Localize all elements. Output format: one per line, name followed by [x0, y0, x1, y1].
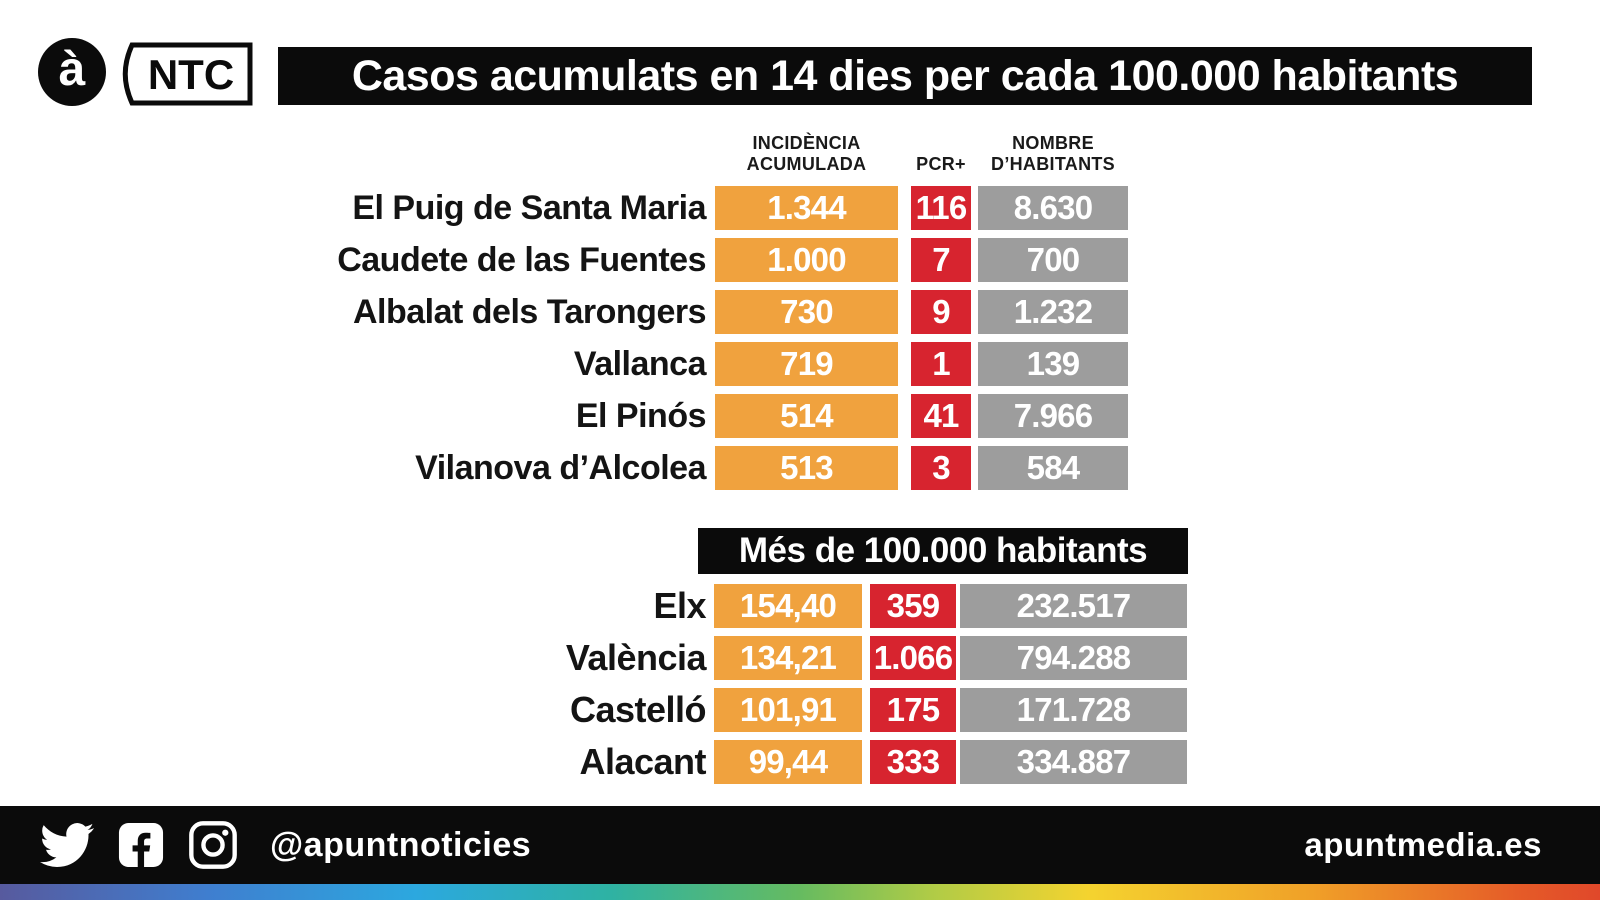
incidencia-cell: 514 — [715, 394, 898, 438]
footer-bar: @apuntnoticies apuntmedia.es — [0, 806, 1600, 884]
footer-social-block: @apuntnoticies — [40, 806, 531, 884]
incidencia-cell: 513 — [715, 446, 898, 490]
pcr-cell: 359 — [870, 584, 956, 628]
pcr-cell: 41 — [911, 394, 971, 438]
page-title: Casos acumulats en 14 dies per cada 100.… — [351, 51, 1459, 100]
pcr-cell: 9 — [911, 290, 971, 334]
website-label: apuntmedia.es — [1304, 826, 1542, 863]
habitants-cell: 584 — [978, 446, 1128, 490]
municipality-label: El Puig de Santa Maria — [352, 188, 706, 227]
pcr-cell: 7 — [911, 238, 971, 282]
pcr-cell: 1 — [911, 342, 971, 386]
habitants-cell: 232.517 — [960, 584, 1187, 628]
twitter-icon — [40, 823, 94, 867]
city-label: València — [565, 637, 707, 678]
ntc-logo-text: NTC — [148, 51, 234, 98]
table-row: El Puig de Santa Maria 1.344 116 8.630 — [0, 186, 1600, 230]
column-header-habitants: NOMBRE D’HABITANTS — [991, 133, 1115, 174]
pcr-cell: 1.066 — [870, 636, 956, 680]
pcr-cell: 333 — [870, 740, 956, 784]
city-label: Alacant — [579, 741, 706, 782]
pcr-cell: 116 — [911, 186, 971, 230]
table-row: Alacant 99,44 333 334.887 — [0, 740, 1600, 784]
pcr-cell: 3 — [911, 446, 971, 490]
table-row: Albalat dels Tarongers 730 9 1.232 — [0, 290, 1600, 334]
table-row: El Pinós 514 41 7.966 — [0, 394, 1600, 438]
table-row: Vilanova d’Alcolea 513 3 584 — [0, 446, 1600, 490]
column-header-incidencia: INCIDÈNCIA ACUMULADA — [746, 133, 867, 174]
column-header-pcr: PCR+ — [916, 154, 966, 174]
table-row: Castelló 101,91 175 171.728 — [0, 688, 1600, 732]
pcr-cell: 175 — [870, 688, 956, 732]
table-row: Caudete de las Fuentes 1.000 7 700 — [0, 238, 1600, 282]
habitants-cell: 7.966 — [978, 394, 1128, 438]
incidencia-cell: 101,91 — [714, 688, 862, 732]
incidencia-cell: 1.344 — [715, 186, 898, 230]
ntc-logo-box: NTC — [122, 42, 253, 106]
habitants-cell: 8.630 — [978, 186, 1128, 230]
habitants-cell: 1.232 — [978, 290, 1128, 334]
social-handle: @apuntnoticies — [270, 825, 532, 864]
incidencia-cell: 154,40 — [714, 584, 862, 628]
incidencia-cell: 719 — [715, 342, 898, 386]
facebook-icon — [118, 822, 164, 868]
habitants-cell: 700 — [978, 238, 1128, 282]
municipality-label: El Pinós — [575, 396, 707, 435]
table-row: València 134,21 1.066 794.288 — [0, 636, 1600, 680]
municipality-label: Caudete de las Fuentes — [337, 240, 706, 279]
apunt-logo-icon: à — [38, 38, 106, 106]
city-label: Elx — [653, 585, 706, 626]
section-header: Més de 100.000 habitants — [698, 528, 1188, 574]
municipality-label: Albalat dels Tarongers — [352, 292, 707, 331]
habitants-cell: 794.288 — [960, 636, 1187, 680]
table-row: Vallanca 719 1 139 — [0, 342, 1600, 386]
incidencia-cell: 1.000 — [715, 238, 898, 282]
municipality-label: Vilanova d’Alcolea — [415, 448, 706, 487]
city-label: Castelló — [569, 689, 707, 730]
table-row: Elx 154,40 359 232.517 — [0, 584, 1600, 628]
municipality-label: Vallanca — [573, 344, 707, 383]
incidencia-cell: 99,44 — [714, 740, 862, 784]
title-bar: Casos acumulats en 14 dies per cada 100.… — [278, 47, 1532, 105]
incidencia-cell: 730 — [715, 290, 898, 334]
instagram-icon — [189, 821, 237, 869]
habitants-cell: 139 — [978, 342, 1128, 386]
incidencia-cell: 134,21 — [714, 636, 862, 680]
ntc-logo: NTC — [112, 42, 254, 111]
habitants-cell: 171.728 — [960, 688, 1187, 732]
habitants-cell: 334.887 — [960, 740, 1187, 784]
apunt-logo-letter: à — [58, 42, 86, 96]
rainbow-strip — [0, 884, 1600, 900]
